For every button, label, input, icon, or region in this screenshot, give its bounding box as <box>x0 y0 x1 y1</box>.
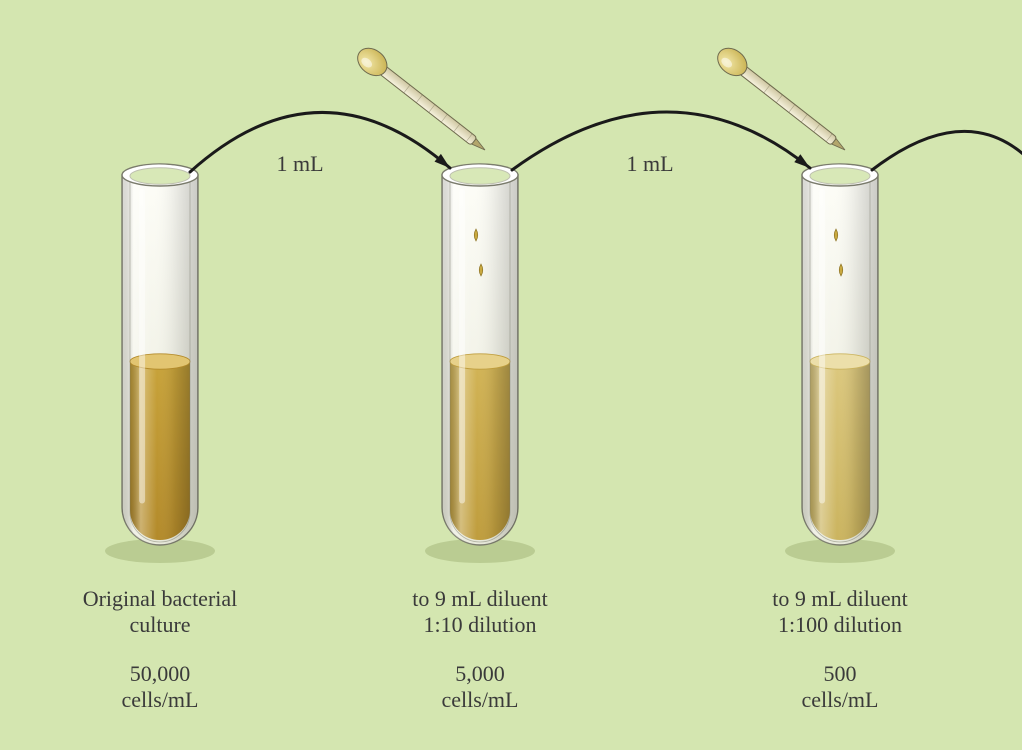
tube-caption-line1: Original bacterial <box>30 585 290 613</box>
droplet-icon <box>479 264 483 276</box>
transfer-label: 1 mL <box>240 150 360 178</box>
tube-caption-line2: culture <box>30 611 290 639</box>
tube-value-line1: 5,000 <box>350 660 610 688</box>
droplet-icon <box>474 229 478 241</box>
tube-original <box>105 164 215 563</box>
transfer-arrow <box>872 131 1022 200</box>
tube-1-10 <box>425 164 535 563</box>
tube-value-line1: 50,000 <box>30 660 290 688</box>
tube-value-line2: cells/mL <box>30 686 290 714</box>
tube-value-line2: cells/mL <box>710 686 970 714</box>
tube-caption-line1: to 9 mL diluent <box>710 585 970 613</box>
tube-caption-line2: 1:100 dilution <box>710 611 970 639</box>
tube-caption-line1: to 9 mL diluent <box>350 585 610 613</box>
transfer-label: 1 mL <box>590 150 710 178</box>
tube-value-line1: 500 <box>710 660 970 688</box>
tube-value-line2: cells/mL <box>350 686 610 714</box>
pipette-icon <box>352 43 492 160</box>
dilution-diagram: 1 mL1 mLOriginal bacterialculture50,000c… <box>0 0 1022 750</box>
droplet-icon <box>839 264 843 276</box>
tube-caption-line2: 1:10 dilution <box>350 611 610 639</box>
pipette-icon <box>712 43 852 160</box>
droplet-icon <box>834 229 838 241</box>
tube-1-100 <box>785 164 895 563</box>
